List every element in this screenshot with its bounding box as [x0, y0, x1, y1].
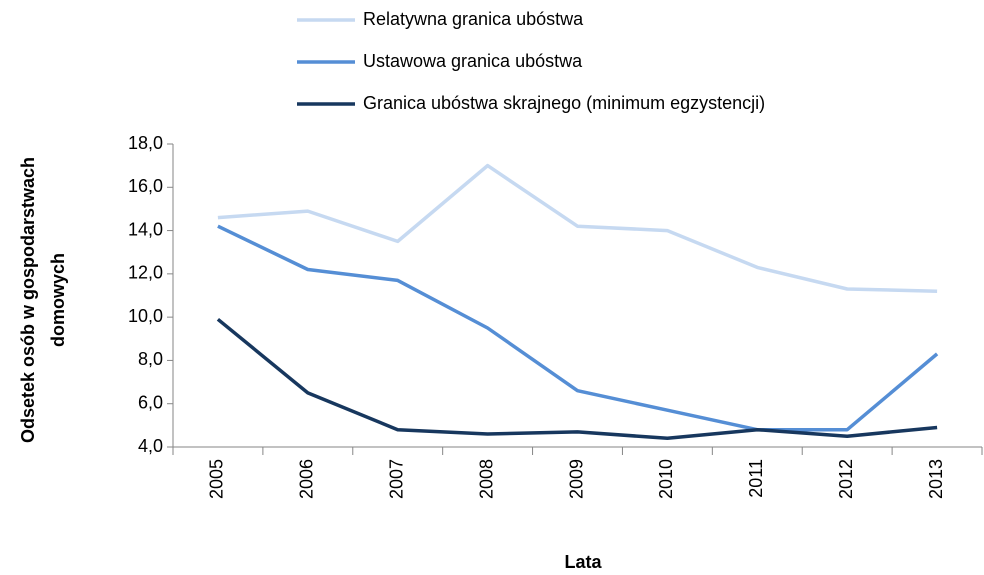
x-tick-label: 2007 — [386, 459, 406, 499]
y-tick-label: 14,0 — [128, 219, 163, 239]
x-tick-label: 2005 — [207, 459, 227, 499]
series-line — [217, 163, 938, 293]
y-tick-label: 8,0 — [138, 349, 163, 369]
series-line — [216, 317, 938, 441]
series-line — [217, 224, 939, 432]
x-axis-title: Lata — [564, 552, 602, 572]
y-tick-label: 6,0 — [138, 392, 163, 412]
x-tick-label: 2008 — [476, 459, 496, 499]
y-tick-label: 12,0 — [128, 263, 163, 283]
legend-label: Relatywna granica ubóstwa — [363, 9, 584, 29]
x-tick-label: 2013 — [926, 459, 946, 499]
y-tick-label: 18,0 — [128, 133, 163, 153]
x-tick-label: 2009 — [566, 459, 586, 499]
y-axis-title: Odsetek osób w gospodarstwach domowych — [18, 156, 68, 444]
y-tick-label: 16,0 — [128, 176, 163, 196]
legend-label: Ustawowa granica ubóstwa — [363, 51, 583, 71]
x-tick-label: 2006 — [297, 459, 317, 499]
y-tick-label: 10,0 — [128, 306, 163, 326]
x-tick-label: 2010 — [656, 459, 676, 499]
legend-label: Granica ubóstwa skrajnego (minimum egzys… — [363, 93, 765, 113]
y-tick-label: 4,0 — [138, 436, 163, 456]
x-tick-label: 2011 — [746, 459, 766, 498]
x-tick-label: 2012 — [836, 459, 856, 499]
